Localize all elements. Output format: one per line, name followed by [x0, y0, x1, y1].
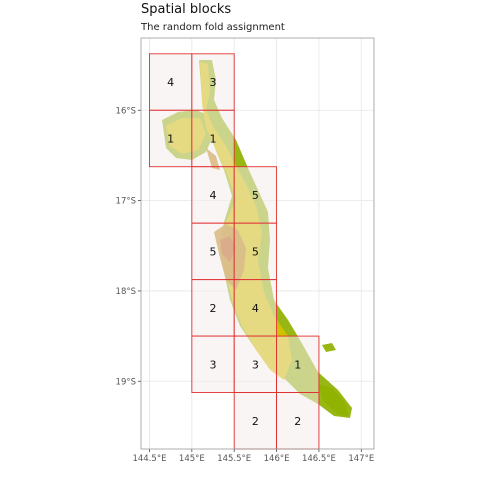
fold-label: 3: [252, 358, 259, 371]
fold-label: 2: [210, 302, 217, 315]
spatial-block: [276, 335, 320, 393]
fold-label: 3: [210, 358, 217, 371]
y-tick-label: 18°S: [116, 287, 136, 297]
fold-label: 1: [210, 132, 217, 145]
fold-label: 4: [167, 76, 174, 89]
chart-title: Spatial blocks: [141, 2, 232, 17]
y-tick-label: 16°S: [116, 106, 136, 116]
spatial-block: [233, 166, 278, 224]
x-tick-label: 146°E: [264, 454, 290, 464]
x-tick-label: 145°E: [179, 454, 205, 464]
x-tick-label: 145.5°E: [217, 454, 251, 464]
terrain-patch: [322, 343, 336, 352]
y-tick-label: 17°S: [116, 197, 136, 207]
fold-label: 1: [294, 358, 301, 371]
chart-subtitle: The random fold assignment: [141, 22, 285, 33]
fold-label: 1: [167, 132, 174, 145]
fold-label: 5: [210, 245, 217, 258]
spatial-block: [191, 335, 235, 393]
spatial-block: [191, 109, 235, 168]
fold-label: 4: [210, 189, 217, 202]
spatial-blocks: 4 3 1 1 4 5 5 5 2 4 3 3 1 2 2: [149, 53, 320, 450]
x-tick-label: 144.5°E: [132, 454, 166, 464]
fold-label: 3: [210, 76, 217, 89]
panel-border: [140, 37, 375, 450]
spatial-block: [276, 392, 320, 450]
fold-label: 5: [252, 189, 259, 202]
spatial-block: [191, 279, 235, 337]
spatial-block: [233, 335, 278, 393]
terrain-patch: [318, 384, 348, 416]
fold-label: 4: [252, 302, 259, 315]
fold-label: 2: [294, 415, 301, 428]
spatial-block: [191, 53, 235, 111]
spatial-block: [149, 109, 193, 168]
y-tick-label: 19°S: [116, 377, 136, 387]
x-tick-label: 146.5°E: [302, 454, 336, 464]
fold-label: 5: [252, 245, 259, 258]
spatial-block: [233, 279, 278, 337]
terrain-patch: [199, 60, 352, 418]
spatial-block: [149, 53, 193, 111]
axis-ticks: 144.5°E 145°E 145.5°E 146°E 146.5°E 147°E 16°S…: [116, 106, 375, 464]
spatial-block: [191, 222, 235, 281]
x-tick-label: 147°E: [348, 454, 374, 464]
fold-label: 2: [252, 415, 259, 428]
